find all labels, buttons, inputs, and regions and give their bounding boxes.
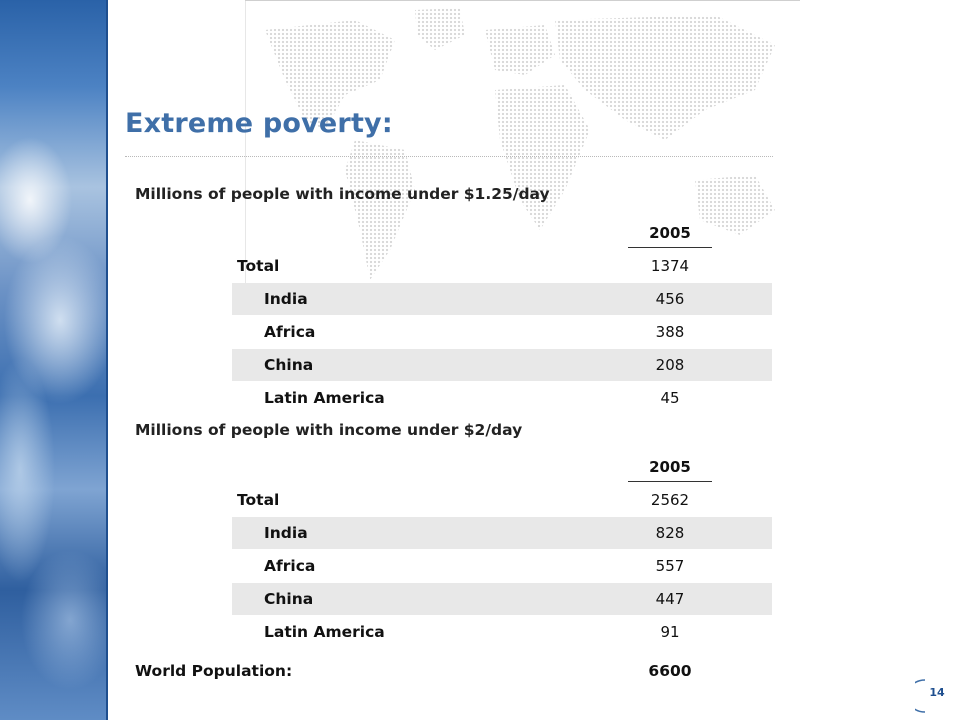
world-population-value: 6600 [648, 662, 692, 680]
row-label: China [264, 590, 314, 608]
table-row: Latin America 91 [232, 616, 772, 648]
table-row: China 208 [232, 349, 772, 381]
row-label: China [264, 356, 314, 374]
row-label: Latin America [264, 389, 385, 407]
table2-year-header: 2005 [628, 458, 712, 482]
slide-title: Extreme poverty: [125, 108, 393, 139]
table1-heading: Millions of people with income under $1.… [135, 185, 550, 203]
table1-total-label: Total [237, 257, 280, 275]
table-row: Africa 557 [232, 550, 772, 582]
earth-image-strip [0, 0, 108, 720]
table-row: Latin America 45 [232, 382, 772, 414]
page-number: 14 [929, 686, 945, 699]
row-label: India [264, 290, 308, 308]
row-value: 208 [655, 356, 685, 374]
row-label: Africa [264, 323, 316, 341]
row-value: 828 [655, 524, 685, 542]
row-value: 45 [660, 389, 680, 407]
table-row: Africa 388 [232, 316, 772, 348]
world-population-label: World Population: [135, 662, 293, 680]
table2-total-label: Total [237, 491, 280, 509]
title-divider [125, 156, 773, 157]
table-row: India 828 [232, 517, 772, 549]
table2-total-row: Total 2562 (39%) [232, 484, 772, 541]
table1-year-header: 2005 [628, 224, 712, 248]
table2-heading: Millions of people with income under $2/… [135, 421, 523, 439]
row-value: 456 [655, 290, 685, 308]
table-row: India 456 [232, 283, 772, 315]
world-map-watermark [245, 0, 800, 300]
page-number-badge: 14 [906, 678, 957, 714]
row-value: 388 [655, 323, 685, 341]
row-label: Latin America [264, 623, 385, 641]
row-label: India [264, 524, 308, 542]
table-row: China 447 [232, 583, 772, 615]
row-value: 91 [660, 623, 680, 641]
row-value: 447 [655, 590, 685, 608]
row-value: 557 [655, 557, 685, 575]
table1-total-row: Total 1374 (21%) [232, 250, 772, 307]
row-label: Africa [264, 557, 316, 575]
